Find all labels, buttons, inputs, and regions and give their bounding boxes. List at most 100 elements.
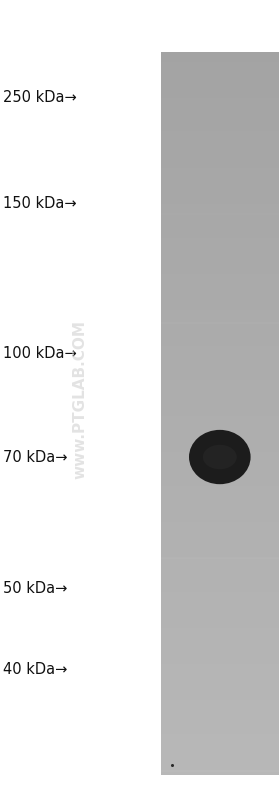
Bar <box>161 455 279 457</box>
Bar <box>161 249 279 252</box>
Bar <box>161 602 279 604</box>
Bar <box>161 734 279 737</box>
Bar <box>161 194 279 197</box>
Bar <box>161 389 279 392</box>
Bar <box>161 199 279 201</box>
Bar <box>161 640 279 642</box>
Bar <box>161 718 279 720</box>
Bar <box>161 141 279 144</box>
Bar <box>161 57 279 59</box>
Bar <box>161 725 279 727</box>
Bar <box>161 462 279 464</box>
Bar <box>161 746 279 749</box>
Bar <box>161 590 279 592</box>
Bar <box>161 426 279 428</box>
Bar <box>161 158 279 161</box>
Bar <box>161 85 279 88</box>
Bar <box>161 180 279 182</box>
Bar <box>161 488 279 491</box>
Bar <box>161 486 279 488</box>
Bar <box>161 510 279 512</box>
Bar <box>161 261 279 264</box>
Bar <box>161 377 279 380</box>
Bar <box>161 291 279 293</box>
Bar <box>161 618 279 621</box>
Bar <box>161 182 279 185</box>
Bar <box>161 543 279 546</box>
Bar <box>161 438 279 440</box>
Bar <box>161 382 279 384</box>
Bar <box>161 151 279 153</box>
Bar <box>161 706 279 708</box>
Bar <box>161 356 279 358</box>
Bar <box>161 459 279 462</box>
Bar <box>161 312 279 315</box>
Bar <box>161 606 279 609</box>
Text: 150 kDa→: 150 kDa→ <box>3 197 76 211</box>
Bar <box>161 117 279 119</box>
Bar <box>161 773 279 775</box>
Bar <box>161 187 279 189</box>
Bar <box>161 363 279 365</box>
Bar <box>161 119 279 121</box>
Bar <box>161 498 279 500</box>
Bar <box>161 223 279 225</box>
Bar <box>161 310 279 312</box>
Bar <box>161 654 279 657</box>
Bar <box>161 88 279 90</box>
Bar <box>161 568 279 570</box>
Bar <box>161 414 279 416</box>
Bar <box>161 739 279 741</box>
Bar <box>161 536 279 539</box>
Bar <box>161 756 279 758</box>
Bar <box>161 153 279 156</box>
Bar <box>161 599 279 602</box>
Bar <box>161 479 279 481</box>
Bar <box>161 399 279 401</box>
Bar <box>161 327 279 329</box>
Bar <box>161 244 279 247</box>
Bar <box>161 276 279 279</box>
Bar <box>161 329 279 332</box>
Bar <box>161 749 279 751</box>
Bar <box>161 358 279 360</box>
Bar <box>161 551 279 553</box>
Bar <box>161 296 279 298</box>
Bar <box>161 635 279 638</box>
Bar <box>161 628 279 630</box>
Bar <box>161 90 279 93</box>
Bar <box>161 324 279 327</box>
Bar <box>161 134 279 137</box>
Bar <box>161 467 279 469</box>
Bar <box>161 332 279 334</box>
Bar <box>161 240 279 242</box>
Bar <box>161 370 279 372</box>
Bar <box>161 597 279 599</box>
Bar <box>161 768 279 770</box>
Bar <box>161 272 279 274</box>
Bar <box>161 765 279 768</box>
Bar <box>161 616 279 618</box>
Bar <box>161 688 279 690</box>
Bar <box>161 638 279 640</box>
Bar <box>161 247 279 249</box>
Bar <box>161 78 279 81</box>
Bar <box>161 127 279 129</box>
Text: 40 kDa→: 40 kDa→ <box>3 662 67 677</box>
Bar <box>161 659 279 662</box>
Bar <box>161 642 279 645</box>
Bar <box>161 433 279 435</box>
Bar <box>161 416 279 419</box>
Bar <box>161 698 279 700</box>
Bar <box>161 336 279 339</box>
Bar <box>161 729 279 732</box>
Bar <box>161 464 279 467</box>
Bar <box>161 144 279 146</box>
Bar <box>161 669 279 671</box>
Bar <box>161 394 279 396</box>
Bar <box>161 744 279 746</box>
Bar <box>161 553 279 555</box>
Bar <box>161 555 279 558</box>
Bar <box>161 64 279 66</box>
Bar <box>161 710 279 713</box>
